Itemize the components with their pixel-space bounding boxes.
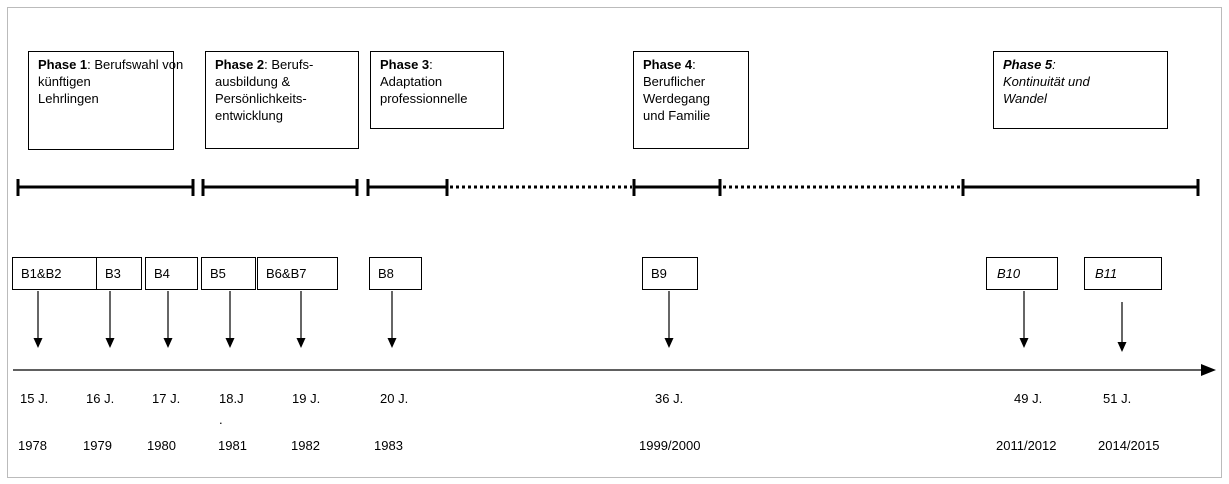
- phase-border: [993, 51, 1168, 129]
- phase-line: ausbildung &: [215, 74, 290, 89]
- phase-title: Phase 5: [1003, 57, 1053, 72]
- event: B1&B2 15 J. 1978: [12, 257, 97, 453]
- event: B10 49 J. 2011/2012: [986, 257, 1058, 453]
- age-note: .: [219, 412, 223, 427]
- phase-line: künftigen: [38, 74, 91, 89]
- event-label: B10: [997, 266, 1021, 281]
- age-label: 17 J.: [152, 391, 180, 406]
- event-label: B6&B7: [266, 266, 306, 281]
- arrow-head: [163, 338, 173, 348]
- phase-bar: [16, 179, 1200, 196]
- event-box: [96, 257, 142, 290]
- phase-title: Phase 2: [215, 57, 264, 72]
- phase-text: Phase 1: Berufswahl von künftigen Lehrling…: [38, 57, 183, 106]
- age-label: 20 J.: [380, 391, 408, 406]
- phase-text: Phase 5: Kontinuität und Wandel: [1003, 57, 1091, 106]
- age-label: 18.J: [219, 391, 244, 406]
- event: B3 16 J. 1979: [83, 257, 142, 453]
- year-label: 2014/2015: [1098, 438, 1159, 453]
- phase-line: entwicklung: [215, 108, 283, 123]
- arrow-head: [1117, 342, 1127, 352]
- event-label: B5: [210, 266, 226, 281]
- phase-line: : Berufs-: [264, 57, 313, 72]
- year-label: 1979: [83, 438, 112, 453]
- year-label: 1999/2000: [639, 438, 700, 453]
- year-label: 2011/2012: [996, 438, 1057, 453]
- phase-line: :: [692, 57, 696, 72]
- event-box: [642, 257, 698, 290]
- phase-line: Beruflicher: [643, 74, 706, 89]
- phase-line: :: [429, 57, 433, 72]
- event-label: B11: [1095, 266, 1117, 281]
- year-label: 1978: [18, 438, 47, 453]
- phase-title: Phase 1: [38, 57, 87, 72]
- phase-box: Phase 4: Beruflicher Werdegang und Familie: [633, 51, 749, 149]
- year-label: 1980: [147, 438, 176, 453]
- arrow-head: [33, 338, 43, 348]
- event-box: [1084, 257, 1162, 290]
- event-label: B4: [154, 266, 170, 281]
- age-label: 19 J.: [292, 391, 320, 406]
- phase-box: Phase 1: Berufswahl von künftigen Lehrling…: [28, 51, 183, 150]
- age-label: 15 J.: [20, 391, 48, 406]
- year-label: 1983: [374, 438, 403, 453]
- event-label: B8: [378, 266, 394, 281]
- phase-border: [370, 51, 504, 129]
- arrow-head: [225, 338, 235, 348]
- arrow-head: [296, 338, 306, 348]
- phase-line: Adaptation: [380, 74, 442, 89]
- event-label: B1&B2: [21, 266, 61, 281]
- phase-line: Persönlichkeits-: [215, 91, 307, 106]
- event-label: B3: [105, 266, 121, 281]
- event-box: [369, 257, 422, 290]
- phase-line: professionnelle: [380, 91, 467, 106]
- phase-line: Wandel: [1003, 91, 1048, 106]
- age-label: 49 J.: [1014, 391, 1042, 406]
- event-label: B9: [651, 266, 667, 281]
- phase-border: [28, 51, 174, 150]
- arrow-head: [664, 338, 674, 348]
- frame: [7, 7, 1222, 478]
- event-box: [257, 257, 338, 290]
- phase-border: [205, 51, 359, 149]
- event: B4 17 J. 1980: [145, 257, 198, 453]
- phase-title: Phase 3: [380, 57, 429, 72]
- event: B9 36 J. 1999/2000: [639, 257, 700, 453]
- event: B6&B7 19 J. 1982: [257, 257, 338, 453]
- event-box: [12, 257, 97, 290]
- year-label: 1981: [218, 438, 247, 453]
- event: B11 51 J. 2014/2015: [1084, 257, 1162, 453]
- phase-line: Kontinuität und: [1003, 74, 1091, 89]
- age-label: 36 J.: [655, 391, 683, 406]
- time-axis: [13, 364, 1216, 376]
- phase-text: Phase 3: Adaptation professionnelle: [380, 57, 467, 106]
- phase-line: : Berufswahl von: [87, 57, 183, 72]
- age-label: 51 J.: [1103, 391, 1131, 406]
- phase-border: [633, 51, 749, 149]
- age-label: 16 J.: [86, 391, 114, 406]
- phase-box: Phase 2: Berufs-ausbildung & Persönlichke…: [205, 51, 359, 149]
- phase-text: Phase 2: Berufs-ausbildung & Persönlichke…: [215, 57, 313, 123]
- arrow-head: [105, 338, 115, 348]
- event-box: [986, 257, 1058, 290]
- event: B5 18.J. 1981: [201, 257, 256, 453]
- arrow-head: [387, 338, 397, 348]
- event-box: [201, 257, 256, 290]
- phase-box: Phase 3: Adaptation professionnelle: [370, 51, 504, 129]
- event: B8 20 J. 1983: [369, 257, 422, 453]
- event-box: [145, 257, 198, 290]
- phase-line: :: [1052, 57, 1056, 72]
- arrow-head: [1019, 338, 1029, 348]
- phase-line: und Familie: [643, 108, 710, 123]
- phase-title: Phase 4: [643, 57, 693, 72]
- year-label: 1982: [291, 438, 320, 453]
- phase-line: Lehrlingen: [38, 91, 99, 106]
- phase-text: Phase 4: Beruflicher Werdegang und Familie: [643, 57, 710, 123]
- phase-box: Phase 5: Kontinuität und Wandel: [993, 51, 1168, 129]
- phase-line: Werdegang: [643, 91, 710, 106]
